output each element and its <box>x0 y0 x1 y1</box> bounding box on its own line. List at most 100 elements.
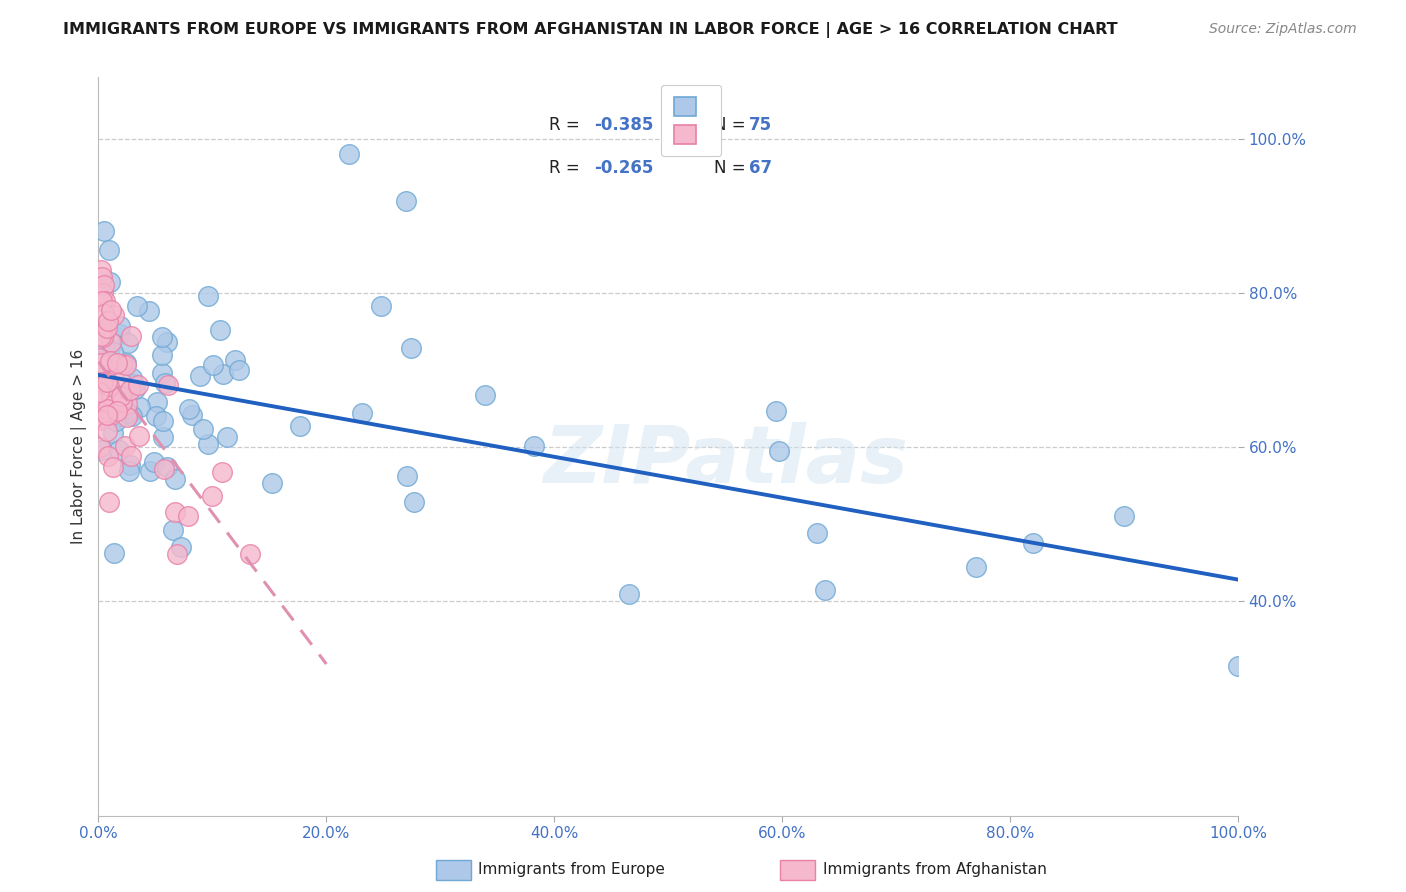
Point <box>179 402 201 417</box>
Point <box>474 388 496 402</box>
Y-axis label: In Labor Force | Age > 16: In Labor Force | Age > 16 <box>72 349 87 544</box>
Point <box>103 546 125 560</box>
Point <box>197 437 219 451</box>
Point <box>98 354 121 368</box>
Point <box>617 587 640 601</box>
Point <box>93 306 115 320</box>
Point <box>197 288 219 302</box>
Point <box>111 395 134 409</box>
Point <box>128 429 150 443</box>
Point <box>120 329 142 343</box>
Point <box>91 330 114 344</box>
Point <box>91 328 114 343</box>
Point <box>124 382 146 396</box>
Point <box>90 442 112 457</box>
Point <box>90 411 112 425</box>
Point <box>101 425 124 440</box>
Point <box>114 355 136 369</box>
Point <box>121 371 143 385</box>
Point <box>201 359 224 373</box>
Point <box>89 351 111 365</box>
Point <box>155 334 177 349</box>
Point <box>170 540 193 554</box>
Point <box>163 505 186 519</box>
Point <box>105 356 128 370</box>
Point <box>152 414 174 428</box>
Point <box>150 366 173 380</box>
Text: 67: 67 <box>749 159 772 177</box>
Text: -0.265: -0.265 <box>595 159 654 177</box>
Point <box>110 326 132 341</box>
Point <box>117 335 139 350</box>
Text: Immigrants from Europe: Immigrants from Europe <box>478 863 665 877</box>
Point <box>93 393 115 408</box>
Point <box>211 465 233 479</box>
Point <box>89 376 111 390</box>
Point <box>89 368 111 383</box>
Point <box>100 408 122 422</box>
Point <box>89 384 111 399</box>
Point <box>115 406 138 420</box>
Point <box>89 377 111 392</box>
Point <box>165 471 187 485</box>
Legend: , : , <box>661 85 721 156</box>
Point <box>153 376 176 390</box>
Point <box>93 224 115 238</box>
Text: ZIPatlas: ZIPatlas <box>543 423 908 500</box>
Point <box>98 495 121 509</box>
Point <box>110 375 132 389</box>
Point <box>94 293 117 308</box>
Point <box>143 455 166 469</box>
Point <box>399 341 422 355</box>
Point <box>90 356 112 370</box>
Point <box>350 406 373 420</box>
Point <box>98 345 121 359</box>
Point <box>114 358 136 372</box>
Point <box>523 439 546 453</box>
Point <box>98 275 121 289</box>
Point <box>108 318 131 333</box>
Point <box>96 375 118 389</box>
Text: N =: N = <box>714 159 751 177</box>
Point <box>201 489 224 503</box>
Point <box>337 147 360 161</box>
Point <box>290 419 312 434</box>
Point <box>97 244 120 258</box>
Point <box>239 547 262 561</box>
Point <box>100 387 122 401</box>
Point <box>91 384 114 398</box>
Point <box>139 464 162 478</box>
Point <box>118 407 141 421</box>
Point <box>90 262 112 277</box>
Text: N =: N = <box>714 117 751 135</box>
Point <box>153 462 176 476</box>
Point <box>145 409 167 423</box>
Point <box>370 299 392 313</box>
Point <box>91 384 114 399</box>
Point <box>101 344 124 359</box>
Point <box>97 313 120 327</box>
Point <box>90 329 112 343</box>
Point <box>108 443 131 458</box>
Point <box>1227 658 1250 673</box>
Point <box>127 378 149 392</box>
Point <box>146 395 169 409</box>
Point <box>97 449 120 463</box>
Point <box>105 403 128 417</box>
Point <box>166 547 188 561</box>
Point <box>395 469 418 483</box>
Point <box>115 396 138 410</box>
Text: R =: R = <box>548 117 585 135</box>
Point <box>89 440 111 454</box>
Point <box>89 360 111 375</box>
Point <box>209 323 232 337</box>
Text: Immigrants from Afghanistan: Immigrants from Afghanistan <box>823 863 1046 877</box>
Point <box>122 376 145 391</box>
Point <box>94 325 117 339</box>
Point <box>90 327 112 342</box>
Point <box>129 400 152 414</box>
Point <box>96 402 118 417</box>
Point <box>156 460 179 475</box>
Text: IMMIGRANTS FROM EUROPE VS IMMIGRANTS FROM AFGHANISTAN IN LABOR FORCE | AGE > 16 : IMMIGRANTS FROM EUROPE VS IMMIGRANTS FRO… <box>63 22 1118 38</box>
Point <box>103 309 125 323</box>
